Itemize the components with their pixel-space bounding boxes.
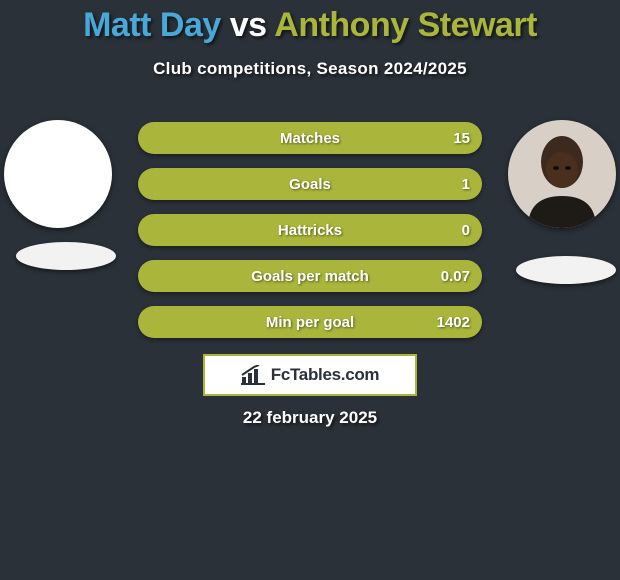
stat-right-value: 1402 [437, 314, 470, 331]
subtitle: Club competitions, Season 2024/2025 [0, 59, 620, 79]
player-right-block [508, 120, 616, 284]
player1-name: Matt Day [83, 6, 221, 44]
player2-avatar [508, 120, 616, 228]
stat-right-value: 0 [462, 222, 470, 239]
player1-club-badge [16, 242, 116, 270]
player2-club-badge [516, 256, 616, 284]
stat-row: Goals 1 [138, 168, 482, 200]
stat-row: Goals per match 0.07 [138, 260, 482, 292]
stat-right-value: 1 [462, 176, 470, 193]
stat-right-value: 15 [453, 130, 470, 147]
stat-label: Goals [289, 176, 331, 193]
stat-label: Matches [280, 130, 340, 147]
player-left-block [4, 120, 112, 270]
date-text: 22 february 2025 [243, 408, 377, 428]
bar-chart-icon [241, 365, 265, 385]
player1-avatar [4, 120, 112, 228]
stat-label: Min per goal [266, 314, 354, 331]
stat-right-value: 0.07 [441, 268, 470, 285]
stat-label: Hattricks [278, 222, 342, 239]
vs-text: vs [230, 6, 267, 44]
person-icon [4, 120, 112, 228]
person-icon [508, 120, 616, 228]
brand-box: FcTables.com [203, 354, 417, 396]
stat-row: Hattricks 0 [138, 214, 482, 246]
player2-name: Anthony Stewart [274, 6, 537, 44]
stat-row: Matches 15 [138, 122, 482, 154]
stats-list: Matches 15 Goals 1 Hattricks 0 Goals per… [138, 122, 482, 352]
stat-row: Min per goal 1402 [138, 306, 482, 338]
brand-text: FcTables.com [271, 365, 380, 385]
comparison-title: Matt Day vs Anthony Stewart [0, 0, 620, 45]
stat-label: Goals per match [251, 268, 369, 285]
